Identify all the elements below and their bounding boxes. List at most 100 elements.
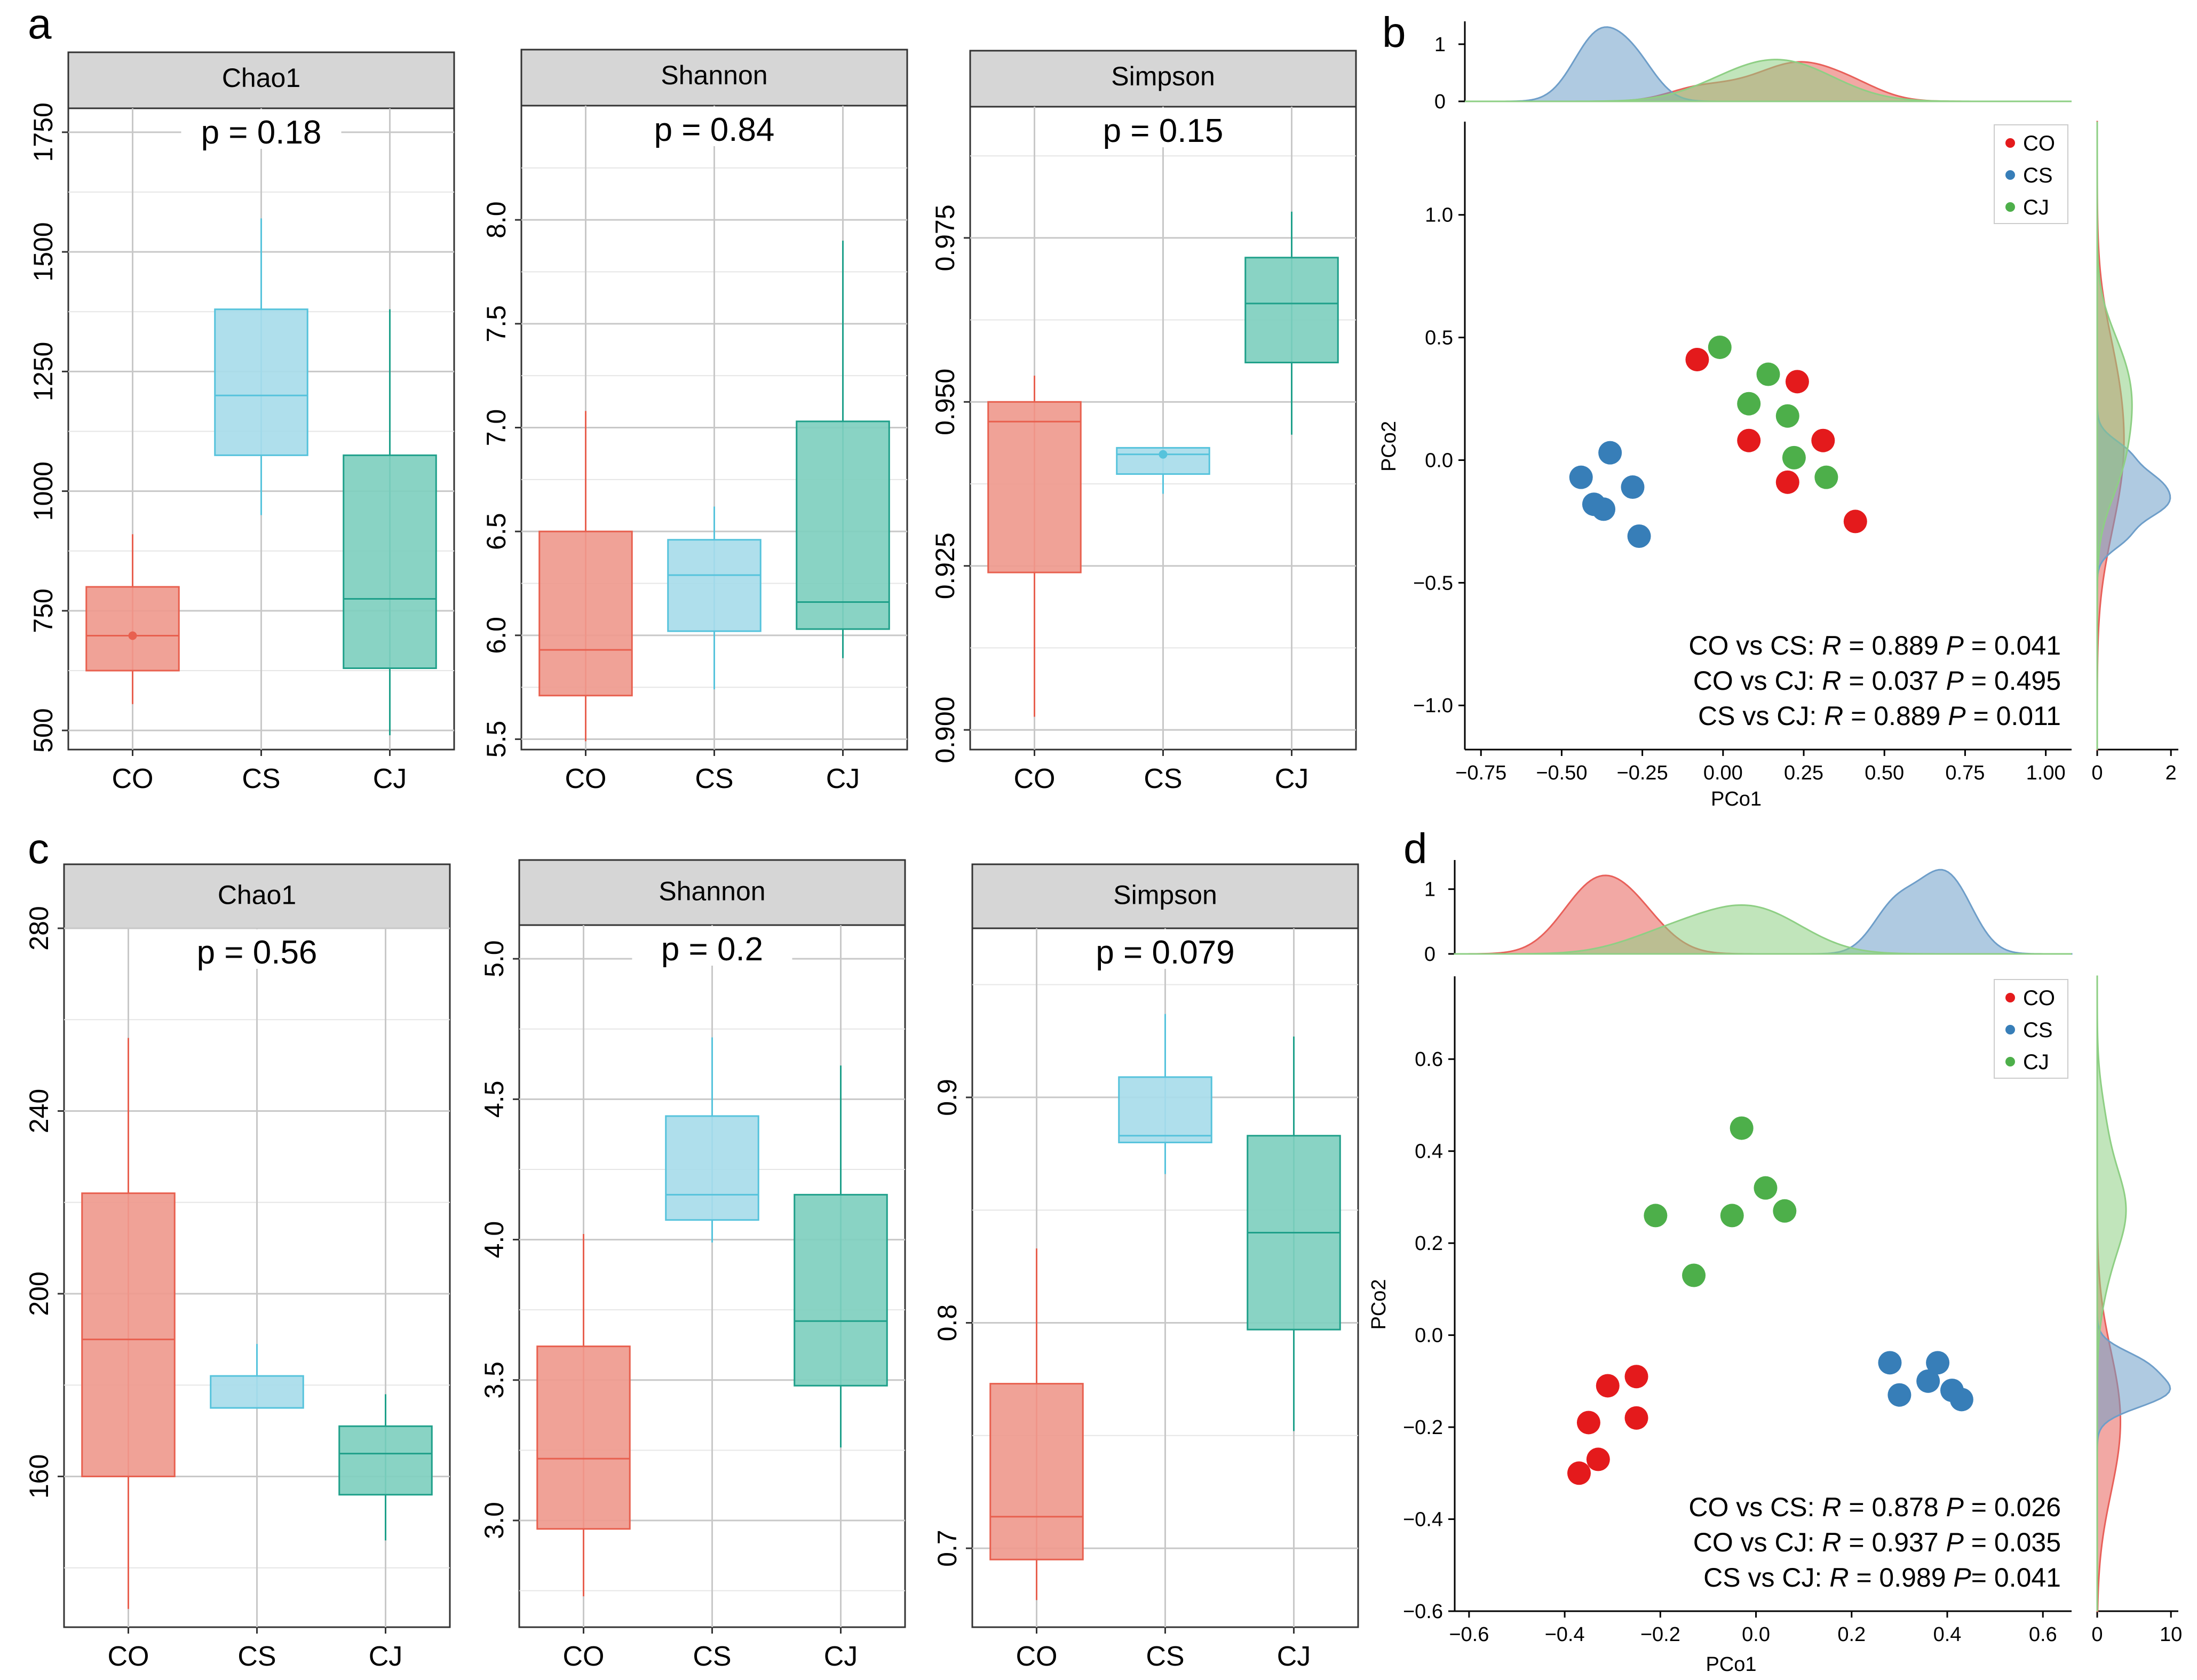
a-simpson-box-CJ [1244,257,1339,364]
d-pcoa-point-CJ [1754,1176,1778,1200]
b-pcoa-ylabel: PCo2 [1378,421,1400,472]
d-pcoa-stat-lead: CO vs CS: [1688,1492,1822,1522]
b-pcoa-xtick-label: −0.25 [1617,762,1668,784]
b-pcoa-point-CO [1685,347,1709,371]
d-pcoa-point-CS [1926,1351,1950,1375]
d-pcoa-stat-lead: CS vs CJ: [1703,1563,1829,1593]
d-pcoa-stat-P: P [1953,1563,1971,1593]
b-pcoa-point-CS [1569,465,1593,489]
d-pcoa-ytick-label: −0.4 [1403,1509,1443,1531]
a-simpson-xtick-label: CJ [1275,763,1309,794]
c-chao1-xtick-label: CJ [369,1641,403,1672]
c-chao1-xtick-label: CO [108,1641,149,1672]
a-chao1-strip-title: Chao1 [222,63,300,93]
b-pcoa-stat-lead: CO vs CS: [1688,631,1822,660]
d-pcoa-stat-P: P [1946,1527,1964,1557]
d-pcoa-stat-R: R [1822,1492,1841,1522]
a-shannon-box-CJ [796,420,890,630]
panel-label-c: c [28,825,49,872]
d-pcoa-point-CS [1916,1369,1940,1393]
b-pcoa-stat-R: R [1824,701,1843,731]
d-pcoa-xlabel: PCo1 [1706,1653,1756,1676]
b-pcoa-point-CO [1811,428,1835,452]
b-pcoa-point-CS [1627,524,1651,548]
b-pcoa-stat-R: R [1822,631,1841,660]
d-pcoa-right-density-CJ [2096,976,2127,1611]
c-shannon-box-CS [665,1115,759,1221]
c-simpson-xtick-label: CJ [1277,1641,1311,1672]
a-chao1-pvalue-bg [181,109,342,149]
c-chao1-ytick-label: 240 [24,1089,54,1133]
c-chao1-ytick-label: 200 [24,1271,54,1316]
d-pcoa-ytick-label: 0.2 [1415,1232,1443,1255]
d-pcoa-stat-R: R [1829,1563,1849,1593]
d-pcoa-ylabel: PCo2 [1368,1279,1390,1329]
c-shannon-ytick-label: 4.5 [479,1081,509,1118]
d-pcoa-legend-marker-CJ [2005,1057,2015,1066]
b-pcoa-top-density-CJ [1465,59,2072,102]
d-pcoa-stat-line: CO vs CS: R = 0.878 P = 0.026 [1688,1492,2061,1522]
c-simpson-ytick-label: 0.8 [932,1304,962,1342]
c-shannon-pvalue-bg [632,926,792,966]
a-shannon-xtick-label: CS [695,763,733,794]
d-pcoa-stat-lead: CO vs CJ: [1693,1527,1822,1557]
d-pcoa-top-density-CJ [1455,904,2072,955]
b-pcoa-panel: −0.75 −0.50 −0.25 0.00 0.25 0.50 0.75 1.00−1.0−… [1378,21,2178,810]
b-pcoa-point-CJ [1756,362,1780,386]
c-simpson-xtick-label: CO [1016,1641,1058,1672]
c-chao1-box-CO [81,1192,176,1477]
d-pcoa-top-density-tick-label: 0 [1424,943,1435,966]
d-pcoa-top-density-tick-label: 1 [1424,879,1435,901]
c-shannon-pvalue: p = 0.2 [661,931,763,968]
panel-label-a: a [28,0,52,47]
a-simpson-pvalue-bg [1083,108,1243,147]
d-pcoa-stat-pval: = 0.041 [1971,1563,2061,1593]
a-chao1-ytick-label: 500 [28,708,58,752]
a-shannon-ytick-label: 8.0 [481,201,511,238]
d-pcoa-stat-P: P [1946,1492,1964,1522]
a-simpson-ytick-label: 0.950 [930,369,960,435]
b-pcoa-top-density-tick-label: 0 [1434,91,1446,113]
a-chao1-ytick-label: 1250 [28,342,58,401]
a-chao1-ytick-label: 1000 [28,461,58,521]
d-pcoa-panel: −0.6 −0.4 −0.2 0.0 0.2 0.4 0.6 −0.6 −0.4 −0.2 0.0 0… [1368,860,2182,1676]
b-pcoa-xtick-label: −0.75 [1455,762,1506,784]
c-simpson-pvalue: p = 0.079 [1096,934,1234,971]
a-shannon-ytick-label: 6.5 [481,513,511,550]
b-pcoa-point-CJ [1782,445,1806,469]
b-pcoa-stat-rval: = 0.889 [1842,631,1946,660]
c-simpson-box-CO [989,1383,1084,1560]
c-chao1-ytick-label: 160 [24,1454,54,1499]
b-pcoa-xtick-label: 0.50 [1865,762,1904,784]
c-simpson-xtick-label: CS [1146,1641,1184,1672]
d-pcoa-xtick-label: −0.2 [1640,1623,1680,1646]
c-shannon-ytick-label: 5.0 [479,940,509,977]
a-simpson-xtick-label: CO [1014,763,1056,794]
a-chao1-ytick-label: 750 [28,588,58,633]
c-shannon-xtick-label: CO [563,1641,605,1672]
b-pcoa-right-density-CJ [2096,122,2133,750]
d-pcoa-xtick-label: −0.4 [1545,1623,1585,1646]
a-shannon-pvalue: p = 0.84 [654,112,775,148]
c-chao1-panel: Chao1 160 200 240 280 CO CS CJ p = 0.56 [24,863,451,1672]
d-pcoa-ytick-label: −0.2 [1403,1416,1443,1439]
d-pcoa-ytick-label: −0.6 [1403,1601,1443,1623]
c-simpson-pvalue-bg [1085,929,1246,969]
d-pcoa-xtick-label: −0.6 [1449,1623,1489,1646]
d-pcoa-point-CJ [1720,1204,1744,1228]
a-shannon-pvalue-bg [634,107,795,146]
b-pcoa-legend-marker-CS [2005,170,2015,180]
b-pcoa-stat-line: CO vs CJ: R = 0.037 P = 0.495 [1693,666,2061,696]
b-pcoa-stat-P: P [1946,631,1964,660]
b-pcoa-stat-rval: = 0.037 [1842,666,1946,696]
d-pcoa-legend-label-CO: CO [2023,986,2055,1010]
c-chao1-box-CS [210,1375,304,1409]
c-chao1-strip [63,863,451,929]
d-pcoa-point-CO [1586,1447,1610,1471]
b-pcoa-point-CO [1775,470,1799,494]
a-shannon-xtick-label: CO [565,763,607,794]
a-simpson-strip [969,50,1357,108]
d-pcoa-right-density-tick-label: 10 [2160,1623,2182,1646]
d-pcoa-right-density-tick-label: 0 [2091,1623,2103,1646]
